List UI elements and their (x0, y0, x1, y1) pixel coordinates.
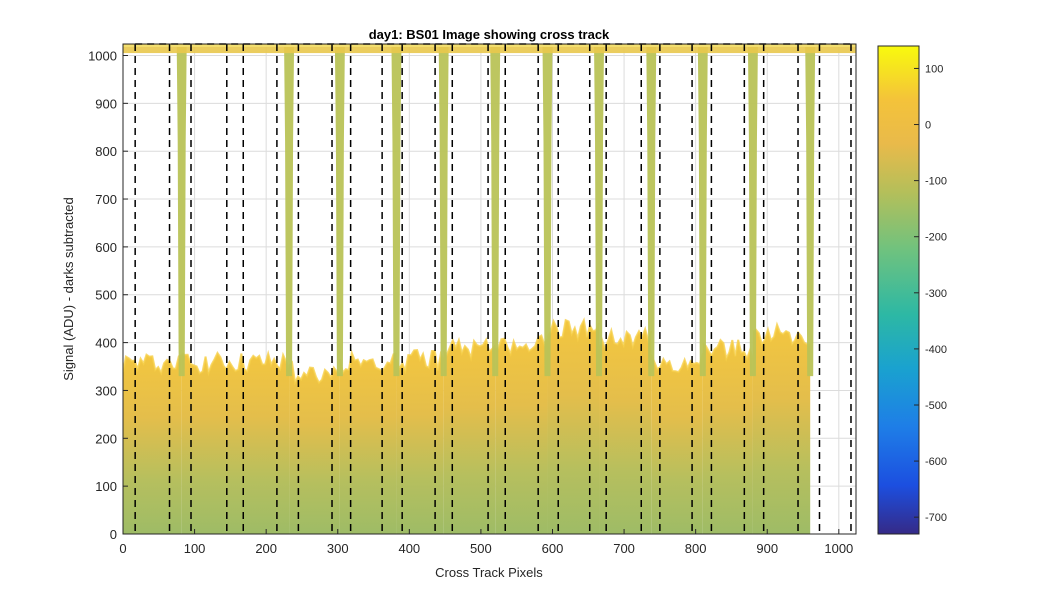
x-tick-label: 800 (685, 541, 707, 556)
y-tick-label: 500 (95, 288, 117, 303)
y-tick-label: 800 (95, 144, 117, 159)
top-edge-band (123, 44, 856, 54)
x-tick-label: 100 (184, 541, 206, 556)
dark-trough (176, 44, 187, 377)
dark-trough (805, 44, 816, 377)
dark-trough (438, 44, 449, 377)
x-tick-label: 700 (613, 541, 635, 556)
x-tick-label: 500 (470, 541, 492, 556)
signal-region-edge (288, 360, 341, 386)
y-tick-label: 0 (110, 527, 117, 542)
dark-trough (490, 44, 501, 377)
y-tick-label: 400 (95, 336, 117, 351)
signal-region (599, 329, 652, 534)
ticks: 0 100 200 300 400 500 600 700 800 900 1000 0 100 200 3… (88, 48, 853, 556)
signal-region (443, 339, 496, 534)
dark-trough (646, 44, 657, 377)
dark-trough (334, 44, 345, 377)
x-tick-label: 400 (398, 541, 420, 556)
axes-box (122, 43, 857, 535)
signal-region-edge (650, 352, 704, 374)
plot-area: 0 100 200 300 400 500 600 700 800 900 1000 0 100 200 3… (88, 43, 857, 556)
colorbar-tick-label: -300 (925, 288, 947, 300)
dark-trough (391, 44, 402, 377)
x-tick-label: 600 (542, 541, 564, 556)
colorbar-tick-label: 100 (925, 63, 943, 75)
x-tick-label: 300 (327, 541, 349, 556)
x-axis-label: Cross Track Pixels (435, 565, 543, 580)
dark-trough (747, 44, 758, 377)
signal-region (289, 362, 340, 534)
signal-region (547, 320, 600, 534)
colorbar: 100 0 -100 -200 -300 -400 -500 -600 -700 (877, 45, 947, 535)
colorbar-tick-label: -600 (925, 456, 947, 468)
y-tick-label: 300 (95, 383, 117, 398)
signal-region-edge (702, 338, 754, 363)
signal-region-edge (598, 325, 653, 352)
y-tick-label: 600 (95, 240, 117, 255)
signal-region-edge (123, 353, 183, 376)
y-tick-label: 200 (95, 431, 117, 446)
colorbar-tick-label: -500 (925, 400, 947, 412)
signal-region (702, 339, 753, 534)
signal-region (123, 354, 182, 534)
signal-region (396, 350, 444, 534)
dark-trough (284, 44, 295, 377)
y-tick-label: 100 (95, 479, 117, 494)
y-tick-label: 1000 (88, 48, 117, 63)
dark-trough (594, 44, 605, 377)
signal-region-edge (338, 349, 397, 376)
colorbar-tick-label: -700 (925, 512, 947, 524)
signal-region-edge (181, 349, 290, 377)
signal-region (339, 352, 397, 534)
chart-title: day1: BS01 Image showing cross track (369, 27, 610, 42)
column-boundaries (134, 43, 852, 534)
signal-region (181, 352, 290, 534)
x-tick-label: 900 (756, 541, 778, 556)
dark-trough (542, 44, 553, 377)
x-tick-label: 200 (255, 541, 277, 556)
x-tick-label: 0 (119, 541, 126, 556)
colorbar-tick-label: 0 (925, 120, 931, 132)
signal-region (752, 324, 811, 534)
x-tick-label: 1000 (824, 541, 853, 556)
signal-region-edge (442, 336, 496, 362)
y-axis-label: Signal (ADU) - darks subtracted (61, 197, 76, 381)
colorbar-tick-label: -100 (925, 176, 947, 188)
colorbar-tick-label: -400 (925, 344, 947, 356)
colorbar-tick-label: -200 (925, 232, 947, 244)
signal-region (495, 335, 548, 534)
dark-trough (697, 44, 708, 377)
y-tick-label: 700 (95, 192, 117, 207)
signal-image (123, 44, 856, 534)
signal-region-edge (752, 321, 811, 347)
y-tick-label: 900 (95, 96, 117, 111)
signal-region (651, 353, 703, 534)
colorbar-scale (877, 45, 920, 535)
